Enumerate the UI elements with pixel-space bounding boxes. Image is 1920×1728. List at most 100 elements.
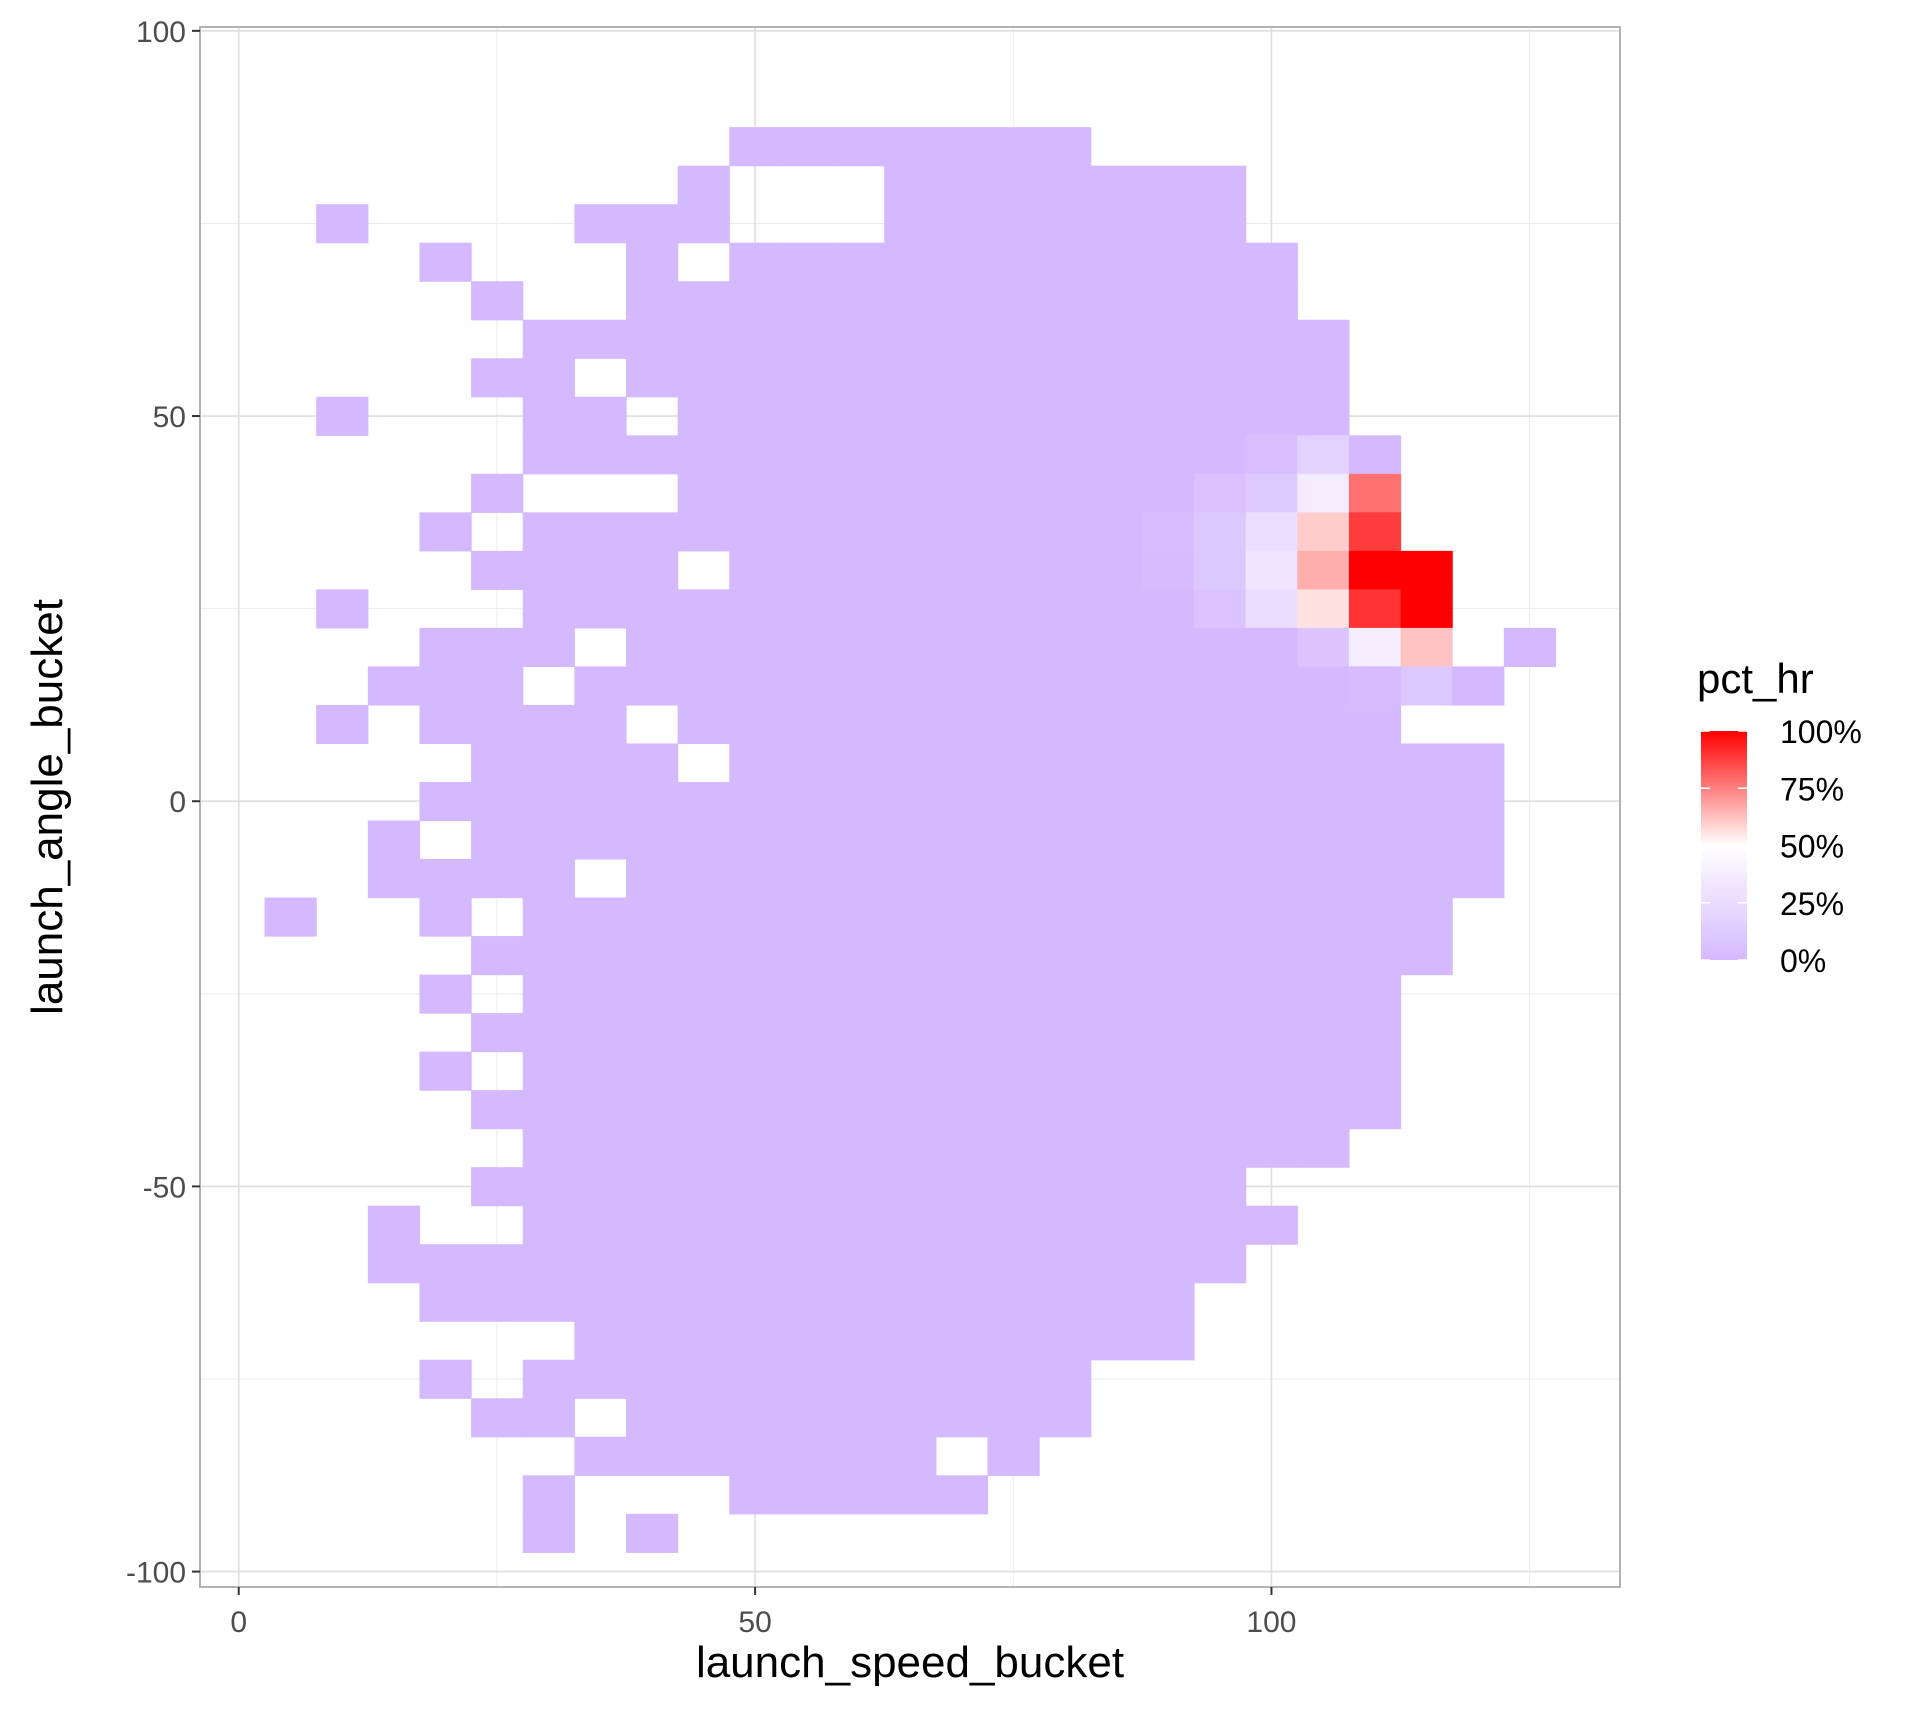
heatmap-cell [884,1359,937,1399]
heatmap-cell [987,396,1040,436]
heatmap-cell [729,1051,782,1091]
heatmap-cell [1245,1051,1298,1091]
heatmap-cell [1142,1205,1195,1245]
heatmap-cell [677,1282,730,1322]
heatmap-cell [780,1321,834,1361]
heatmap-cell [1400,820,1453,860]
heatmap-cell [626,743,679,783]
heatmap-cell [729,1128,782,1168]
y-tick-label: 50 [153,401,186,434]
heatmap-cell [935,1244,989,1284]
heatmap-cell [1297,704,1350,745]
heatmap-cell [729,1013,782,1053]
heatmap-cell [1194,435,1247,475]
heatmap-cell [1039,242,1092,282]
heatmap-cell [471,358,524,398]
heatmap-cell [1245,242,1298,282]
heatmap-cell [419,859,472,899]
heatmap-cell [1297,1090,1350,1130]
heatmap-cell [1297,820,1350,860]
heatmap-cell [1090,589,1143,629]
heatmap-cell [935,473,989,513]
heatmap-cell [884,127,937,167]
heatmap-cell [1297,666,1350,706]
heatmap-cells [264,127,1557,1553]
heatmap-cell [1348,473,1402,513]
heatmap-cell [935,319,989,359]
heatmap-cell [574,820,627,860]
heatmap-cell [1503,627,1557,668]
heatmap-cell [1039,1051,1092,1091]
heatmap-cell [987,127,1040,167]
heatmap-cell [832,1359,885,1399]
heatmap-cell [1039,396,1092,436]
heatmap-cell [626,1513,679,1553]
heatmap-cell [1194,859,1247,899]
heatmap-cell [1194,820,1247,860]
heatmap-cell [884,204,937,244]
heatmap-cell [1297,512,1350,552]
heatmap-cell [522,1205,575,1245]
heatmap-cell [574,1282,627,1322]
heatmap-cell [884,974,937,1014]
heatmap-cell [1142,1244,1195,1284]
heatmap-cell [1039,781,1092,822]
heatmap-cell [1297,743,1350,783]
heatmap-cell [1348,666,1402,706]
heatmap-cell [884,704,937,745]
heatmap-cell [780,1013,834,1053]
heatmap-cell [316,704,369,745]
heatmap-cell [780,281,834,321]
heatmap-cell [574,512,627,552]
x-axis-title: launch_speed_bucket [696,1638,1124,1687]
heatmap-cell [780,781,834,822]
heatmap-cell [471,743,524,783]
heatmap-cell [987,358,1040,398]
heatmap-cell [1090,1321,1143,1361]
heatmap-cell [1348,435,1402,475]
heatmap-cell [471,936,524,976]
heatmap-cell [935,666,989,706]
heatmap-cell [884,281,937,321]
heatmap-cell [1039,1090,1092,1130]
y-axis-title: launch_angle_bucket [23,599,72,1015]
heatmap-cell [1452,781,1505,822]
heatmap-cell [1142,319,1195,359]
heatmap-cell [1245,396,1298,436]
heatmap-cell [1245,974,1298,1014]
heatmap-cell [1194,319,1247,359]
heatmap-cell [1039,820,1092,860]
heatmap-cell [1039,358,1092,398]
heatmap-cell [987,242,1040,282]
heatmap-cell [471,1013,524,1053]
heatmap-cell [1348,1090,1402,1130]
heatmap-cell [1090,512,1143,552]
heatmap-cell [935,1205,989,1245]
heatmap-cell [780,319,834,359]
heatmap-cell [626,512,679,552]
heatmap-cell [884,165,937,205]
heatmap-cell [1142,666,1195,706]
heatmap-cell [367,666,421,706]
heatmap-cell [1297,319,1350,359]
heatmap-cell [471,820,524,860]
heatmap-cell [574,1205,627,1245]
heatmap-cell [729,127,782,167]
heatmap-cell [987,1321,1040,1361]
heatmap-cell [884,1436,937,1476]
heatmap-cell [1194,165,1247,205]
heatmap-cell [1245,1013,1298,1053]
heatmap-cell [574,1013,627,1053]
heatmap-cell [832,319,885,359]
heatmap-cell [729,512,782,552]
heatmap-cell [1245,859,1298,899]
heatmap-cell [780,1475,834,1515]
heatmap-cell [1194,1051,1247,1091]
heatmap-cell [677,1205,730,1245]
heatmap-cell [884,627,937,668]
heatmap-cell [884,1167,937,1207]
heatmap-cell [626,974,679,1014]
heatmap-cell [832,897,885,937]
heatmap-cell [780,666,834,706]
